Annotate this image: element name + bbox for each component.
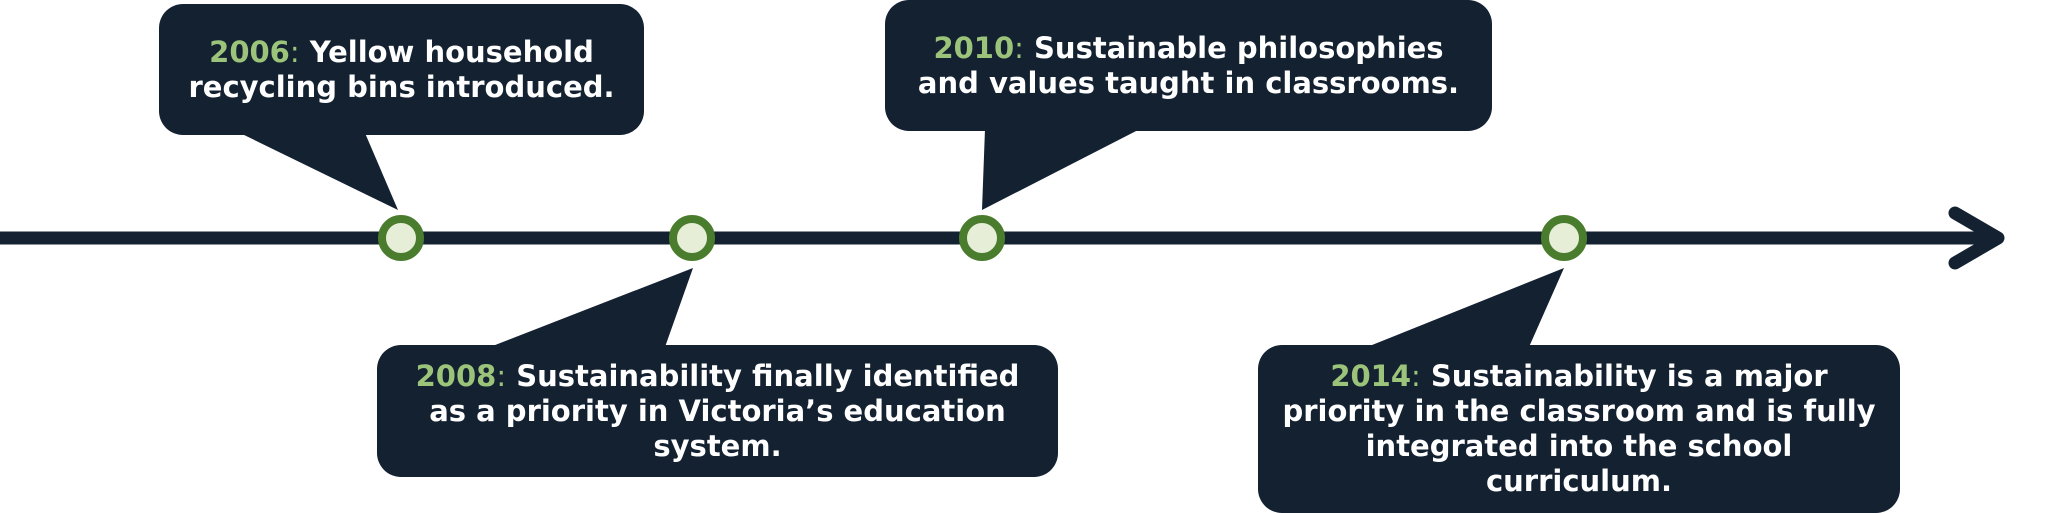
year-separator: : — [1411, 359, 1421, 393]
year-separator: : — [289, 34, 300, 69]
event-year: 2008 — [415, 358, 497, 393]
year-separator: : — [496, 358, 507, 393]
event-callout-2014: 2014: Sustainability is a major priority… — [1258, 345, 1900, 513]
event-text: Sustainable philosophies and values taug… — [917, 30, 1460, 100]
event-callout-2008: 2008: Sustainability finally identified … — [377, 345, 1058, 477]
pointer-2008 — [490, 268, 693, 347]
event-callout-2006: 2006: Yellow household recycling bins in… — [159, 4, 644, 135]
event-text: Yellow household recycling bins introduc… — [188, 34, 615, 104]
timeline-node-2006 — [378, 215, 424, 261]
timeline-arrowhead — [1948, 206, 2005, 270]
timeline-node-2010 — [959, 215, 1005, 261]
event-year: 2006 — [209, 34, 290, 69]
year-separator: : — [1014, 30, 1024, 65]
event-year: 2010 — [933, 30, 1015, 65]
timeline-node-2014 — [1541, 215, 1587, 261]
timeline-node-2008 — [669, 215, 715, 261]
pointer-2014 — [1367, 268, 1564, 347]
event-text: Sustainability is a major priority in th… — [1282, 359, 1876, 498]
pointer-2006 — [240, 133, 398, 210]
event-text: Sustainability finally identified as a p… — [429, 358, 1020, 463]
pointer-2010 — [982, 129, 1140, 210]
event-callout-2010: 2010: Sustainable philosophies and value… — [885, 0, 1492, 131]
event-year: 2014 — [1330, 359, 1412, 393]
